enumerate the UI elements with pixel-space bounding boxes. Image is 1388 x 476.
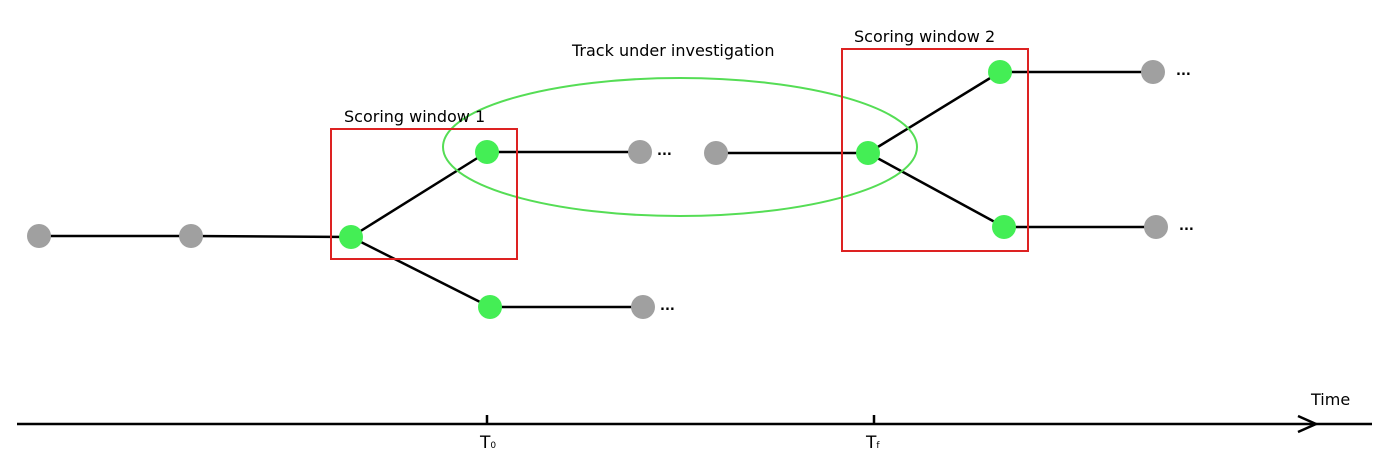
active-node	[992, 215, 1016, 239]
continuation-ellipsis: ...	[1176, 64, 1191, 79]
edge	[190, 234, 352, 239]
edge	[350, 235, 491, 309]
inactive-node	[631, 295, 655, 319]
inactive-node	[1144, 215, 1168, 239]
scoring-window-2	[841, 48, 1029, 252]
edge	[867, 151, 1005, 229]
active-node	[475, 140, 499, 164]
inactive-node	[1141, 60, 1165, 84]
inactive-node	[27, 224, 51, 248]
inactive-node	[628, 140, 652, 164]
nodes	[27, 60, 1168, 319]
time-axis-label: Time	[1310, 390, 1350, 409]
time-axis-arrowhead	[1297, 414, 1320, 434]
edges	[39, 70, 1156, 309]
scoring-window-1-label: Scoring window 1	[344, 107, 485, 126]
inactive-node	[179, 224, 203, 248]
track-label: Track under investigation	[571, 41, 774, 60]
inactive-node	[704, 141, 728, 165]
continuation-ellipsis: ...	[1179, 219, 1194, 234]
active-node	[988, 60, 1012, 84]
active-node	[339, 225, 363, 249]
active-node	[478, 295, 502, 319]
edge	[867, 70, 1001, 155]
continuation-ellipsis: ...	[657, 144, 672, 159]
edge	[350, 150, 488, 239]
t0-label: T0	[479, 433, 496, 453]
tf-label: Tf	[865, 433, 880, 453]
active-node	[856, 141, 880, 165]
continuation-ellipsis: ...	[660, 299, 675, 314]
track-ellipse	[442, 77, 918, 217]
scoring-window-2-label: Scoring window 2	[854, 27, 995, 46]
scoring-window-1	[330, 128, 518, 260]
